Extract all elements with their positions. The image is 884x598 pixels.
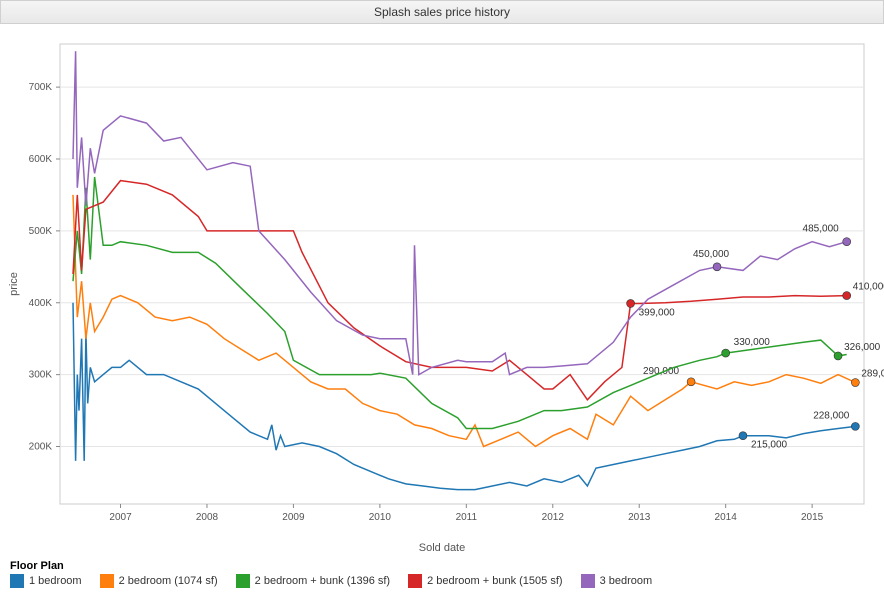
data-label: 399,000 (639, 307, 676, 318)
svg-text:400K: 400K (29, 298, 53, 309)
svg-text:2009: 2009 (282, 512, 305, 523)
data-point (851, 422, 859, 430)
legend-label: 1 bedroom (29, 575, 82, 587)
svg-text:500K: 500K (29, 226, 53, 237)
svg-text:2014: 2014 (715, 512, 738, 523)
svg-text:600K: 600K (29, 154, 53, 165)
data-label: 330,000 (734, 337, 771, 348)
svg-text:2013: 2013 (628, 512, 651, 523)
legend-item[interactable]: 3 bedroom (581, 574, 653, 588)
data-point (843, 238, 851, 246)
chart-svg: 200K 300K 400K 500K 600K 700K 2007 2008 2009 2010… (0, 24, 884, 544)
legend-item[interactable]: 2 bedroom (1074 sf) (100, 574, 218, 588)
svg-text:2015: 2015 (801, 512, 824, 523)
legend-swatch (581, 574, 595, 588)
legend-swatch (10, 574, 24, 588)
data-point (851, 379, 859, 387)
data-point (722, 349, 730, 357)
legend-title: Floor Plan (10, 560, 874, 572)
legend-label: 2 bedroom (1074 sf) (119, 575, 218, 587)
data-label: 215,000 (751, 440, 788, 451)
svg-text:2007: 2007 (109, 512, 132, 523)
data-label: 450,000 (693, 249, 730, 260)
legend-item[interactable]: 2 bedroom + bunk (1505 sf) (408, 574, 562, 588)
legend-label: 2 bedroom + bunk (1396 sf) (255, 575, 390, 587)
svg-text:2012: 2012 (542, 512, 565, 523)
legend: Floor Plan 1 bedroom 2 bedroom (1074 sf) 2… (0, 554, 884, 598)
legend-item[interactable]: 1 bedroom (10, 574, 82, 588)
legend-swatch (100, 574, 114, 588)
data-label: 289,000 (861, 369, 884, 380)
data-label: 485,000 (803, 224, 840, 235)
legend-label: 3 bedroom (600, 575, 653, 587)
chart-title: Splash sales price history (0, 0, 884, 24)
svg-text:300K: 300K (29, 370, 53, 381)
legend-swatch (408, 574, 422, 588)
legend-row: 1 bedroom 2 bedroom (1074 sf) 2 bedroom + … (10, 574, 874, 588)
svg-text:2010: 2010 (369, 512, 392, 523)
legend-item[interactable]: 2 bedroom + bunk (1396 sf) (236, 574, 390, 588)
data-point (739, 432, 747, 440)
data-point (843, 292, 851, 300)
data-point (713, 263, 721, 271)
y-axis-label: price (8, 272, 20, 296)
svg-text:2011: 2011 (456, 512, 478, 523)
data-label: 410,000 (853, 282, 884, 293)
data-point (834, 352, 842, 360)
legend-swatch (236, 574, 250, 588)
svg-text:200K: 200K (29, 442, 53, 453)
svg-text:700K: 700K (29, 82, 53, 93)
data-point (687, 378, 695, 386)
data-point (627, 299, 635, 307)
svg-text:2008: 2008 (196, 512, 219, 523)
data-label: 326,000 (844, 342, 881, 353)
chart-area: price 200K300K400K500K600K700K2007200820… (0, 24, 884, 544)
data-label: 228,000 (813, 410, 850, 421)
legend-label: 2 bedroom + bunk (1505 sf) (427, 575, 562, 587)
